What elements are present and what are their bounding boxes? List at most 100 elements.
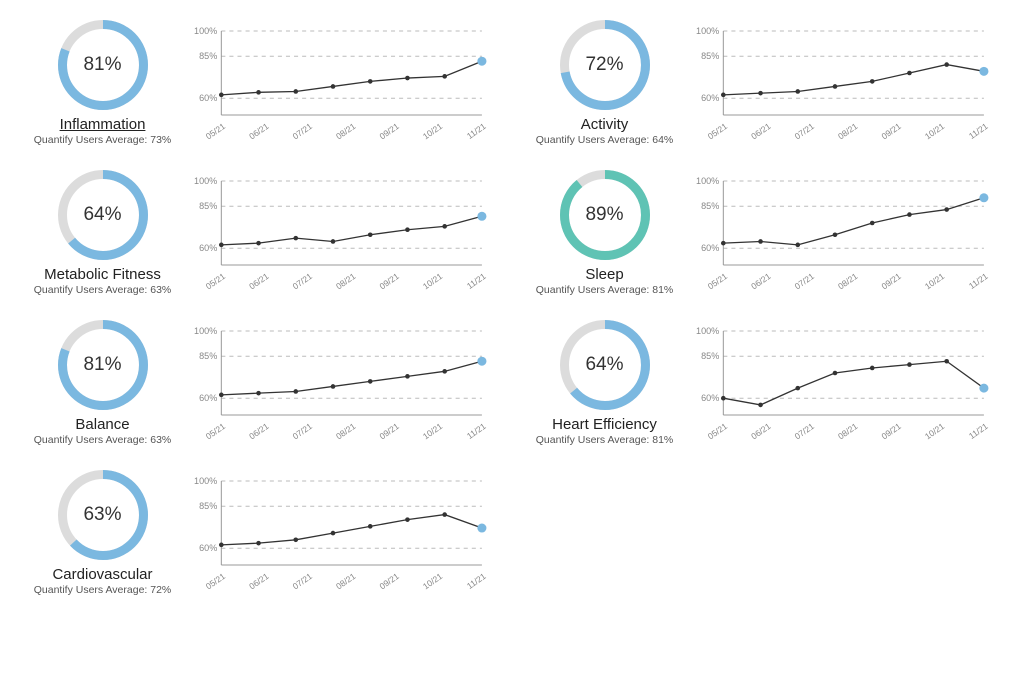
svg-text:05/21: 05/21: [204, 571, 228, 591]
svg-text:06/21: 06/21: [247, 421, 271, 441]
svg-text:100%: 100%: [696, 326, 719, 336]
svg-text:10/21: 10/21: [923, 421, 947, 441]
svg-text:85%: 85%: [701, 351, 719, 361]
svg-text:09/21: 09/21: [377, 121, 401, 141]
svg-text:11/21: 11/21: [465, 421, 488, 441]
donut-pct-label: 81%: [58, 320, 148, 410]
svg-text:05/21: 05/21: [204, 121, 228, 141]
svg-text:06/21: 06/21: [749, 121, 773, 141]
svg-text:60%: 60%: [199, 243, 217, 253]
svg-text:100%: 100%: [194, 176, 217, 186]
svg-text:05/21: 05/21: [204, 421, 228, 441]
donut-block-sleep: 89%SleepQuantify Users Average: 81%: [532, 170, 677, 296]
svg-text:08/21: 08/21: [836, 421, 860, 441]
svg-text:06/21: 06/21: [247, 271, 271, 291]
panel-sleep: 89%SleepQuantify Users Average: 81%60%85…: [532, 170, 994, 296]
donut-block-activity: 72% ActivityQuantify Users Average: 64%: [532, 20, 677, 146]
svg-text:11/21: 11/21: [465, 571, 488, 591]
metric-title-metabolic: Metabolic Fitness: [44, 266, 161, 283]
svg-text:06/21: 06/21: [247, 121, 271, 141]
svg-text:10/21: 10/21: [421, 421, 445, 441]
svg-text:60%: 60%: [701, 93, 719, 103]
svg-text:09/21: 09/21: [879, 421, 903, 441]
svg-text:05/21: 05/21: [706, 421, 730, 441]
metric-subtitle-sleep: Quantify Users Average: 81%: [536, 284, 674, 296]
svg-text:07/21: 07/21: [291, 121, 315, 141]
svg-text:07/21: 07/21: [291, 271, 315, 291]
svg-text:06/21: 06/21: [749, 271, 773, 291]
donut-pct-label: 64%: [58, 170, 148, 260]
trend-chart-heart: 60% 85% 100% 05/21 06/21 07/21 08/21 09/21 10/21…: [691, 323, 994, 443]
panel-heart: 64%Heart EfficiencyQuantify Users Averag…: [532, 320, 994, 446]
trend-chart-cardio: 60%85%100%05/2106/2107/2108/2109/2110/21…: [189, 473, 492, 593]
donut-balance: 81%: [58, 320, 148, 410]
svg-text:05/21: 05/21: [706, 121, 730, 141]
svg-text:100%: 100%: [194, 326, 217, 336]
donut-sleep: 89%: [560, 170, 650, 260]
svg-text:05/21: 05/21: [204, 271, 228, 291]
svg-text:07/21: 07/21: [793, 121, 817, 141]
panel-balance: 81%BalanceQuantify Users Average: 63%60%…: [30, 320, 492, 446]
svg-text:06/21: 06/21: [749, 421, 773, 441]
donut-heart: 64%: [560, 320, 650, 410]
metric-title-activity: Activity: [581, 116, 629, 133]
svg-text:11/21: 11/21: [967, 271, 990, 291]
trend-chart-sleep: 60%85%100%05/2106/2107/2108/2109/2110/21…: [691, 173, 994, 293]
svg-text:08/21: 08/21: [334, 571, 358, 591]
svg-text:85%: 85%: [199, 51, 217, 61]
trend-chart-inflammation: 60% 85% 100% 05/21 06/21 07/21 08/21 09/21 10/21…: [189, 23, 492, 143]
svg-text:07/21: 07/21: [793, 421, 817, 441]
metric-subtitle-cardio: Quantify Users Average: 72%: [34, 584, 172, 596]
svg-text:09/21: 09/21: [377, 571, 401, 591]
svg-text:10/21: 10/21: [923, 121, 947, 141]
panel-metabolic: 64% Metabolic FitnessQuantify Users Avera…: [30, 170, 492, 296]
svg-text:100%: 100%: [194, 26, 217, 36]
trend-chart-balance: 60%85%100%05/2106/2107/2108/2109/2110/21…: [189, 323, 492, 443]
svg-text:11/21: 11/21: [967, 421, 990, 441]
metric-title-balance: Balance: [75, 416, 129, 433]
trend-chart-activity: 60%85%100%05/2106/2107/2108/2109/2110/21…: [691, 23, 994, 143]
metric-subtitle-activity: Quantify Users Average: 64%: [536, 134, 674, 146]
donut-metabolic: 64%: [58, 170, 148, 260]
svg-text:10/21: 10/21: [923, 271, 947, 291]
donut-pct-label: 89%: [560, 170, 650, 260]
panel-inflammation: 81% InflammationQuantify Users Average: 7…: [30, 20, 492, 146]
svg-text:09/21: 09/21: [377, 421, 401, 441]
svg-text:07/21: 07/21: [291, 421, 315, 441]
svg-text:05/21: 05/21: [706, 271, 730, 291]
svg-text:85%: 85%: [199, 201, 217, 211]
donut-inflammation: 81%: [58, 20, 148, 110]
svg-text:85%: 85%: [199, 351, 217, 361]
svg-text:11/21: 11/21: [465, 271, 488, 291]
svg-text:09/21: 09/21: [377, 271, 401, 291]
donut-block-heart: 64%Heart EfficiencyQuantify Users Averag…: [532, 320, 677, 446]
svg-text:10/21: 10/21: [421, 121, 445, 141]
svg-text:85%: 85%: [701, 201, 719, 211]
donut-pct-label: 64%: [560, 320, 650, 410]
metric-subtitle-metabolic: Quantify Users Average: 63%: [34, 284, 172, 296]
empty-grid-cell: [532, 470, 994, 596]
metric-subtitle-inflammation: Quantify Users Average: 73%: [34, 134, 172, 146]
svg-text:08/21: 08/21: [334, 121, 358, 141]
donut-activity: 72%: [560, 20, 650, 110]
svg-text:60%: 60%: [701, 393, 719, 403]
donut-block-cardio: 63%CardiovascularQuantify Users Average:…: [30, 470, 175, 596]
svg-text:11/21: 11/21: [967, 121, 990, 141]
svg-text:100%: 100%: [696, 26, 719, 36]
svg-text:60%: 60%: [199, 543, 217, 553]
donut-cardio: 63%: [58, 470, 148, 560]
svg-text:100%: 100%: [194, 476, 217, 486]
svg-text:08/21: 08/21: [836, 121, 860, 141]
metric-title-heart: Heart Efficiency: [552, 416, 657, 433]
svg-text:06/21: 06/21: [247, 571, 271, 591]
donut-pct-label: 63%: [58, 470, 148, 560]
svg-text:60%: 60%: [199, 93, 217, 103]
metric-title-inflammation: Inflammation: [60, 116, 146, 133]
donut-pct-label: 72%: [560, 20, 650, 110]
donut-block-inflammation: 81% InflammationQuantify Users Average: 7…: [30, 20, 175, 146]
trend-chart-metabolic: 60%85%100%05/2106/2107/2108/2109/2110/21…: [189, 173, 492, 293]
svg-text:08/21: 08/21: [334, 421, 358, 441]
svg-text:100%: 100%: [696, 176, 719, 186]
svg-text:11/21: 11/21: [465, 121, 488, 141]
svg-text:10/21: 10/21: [421, 271, 445, 291]
